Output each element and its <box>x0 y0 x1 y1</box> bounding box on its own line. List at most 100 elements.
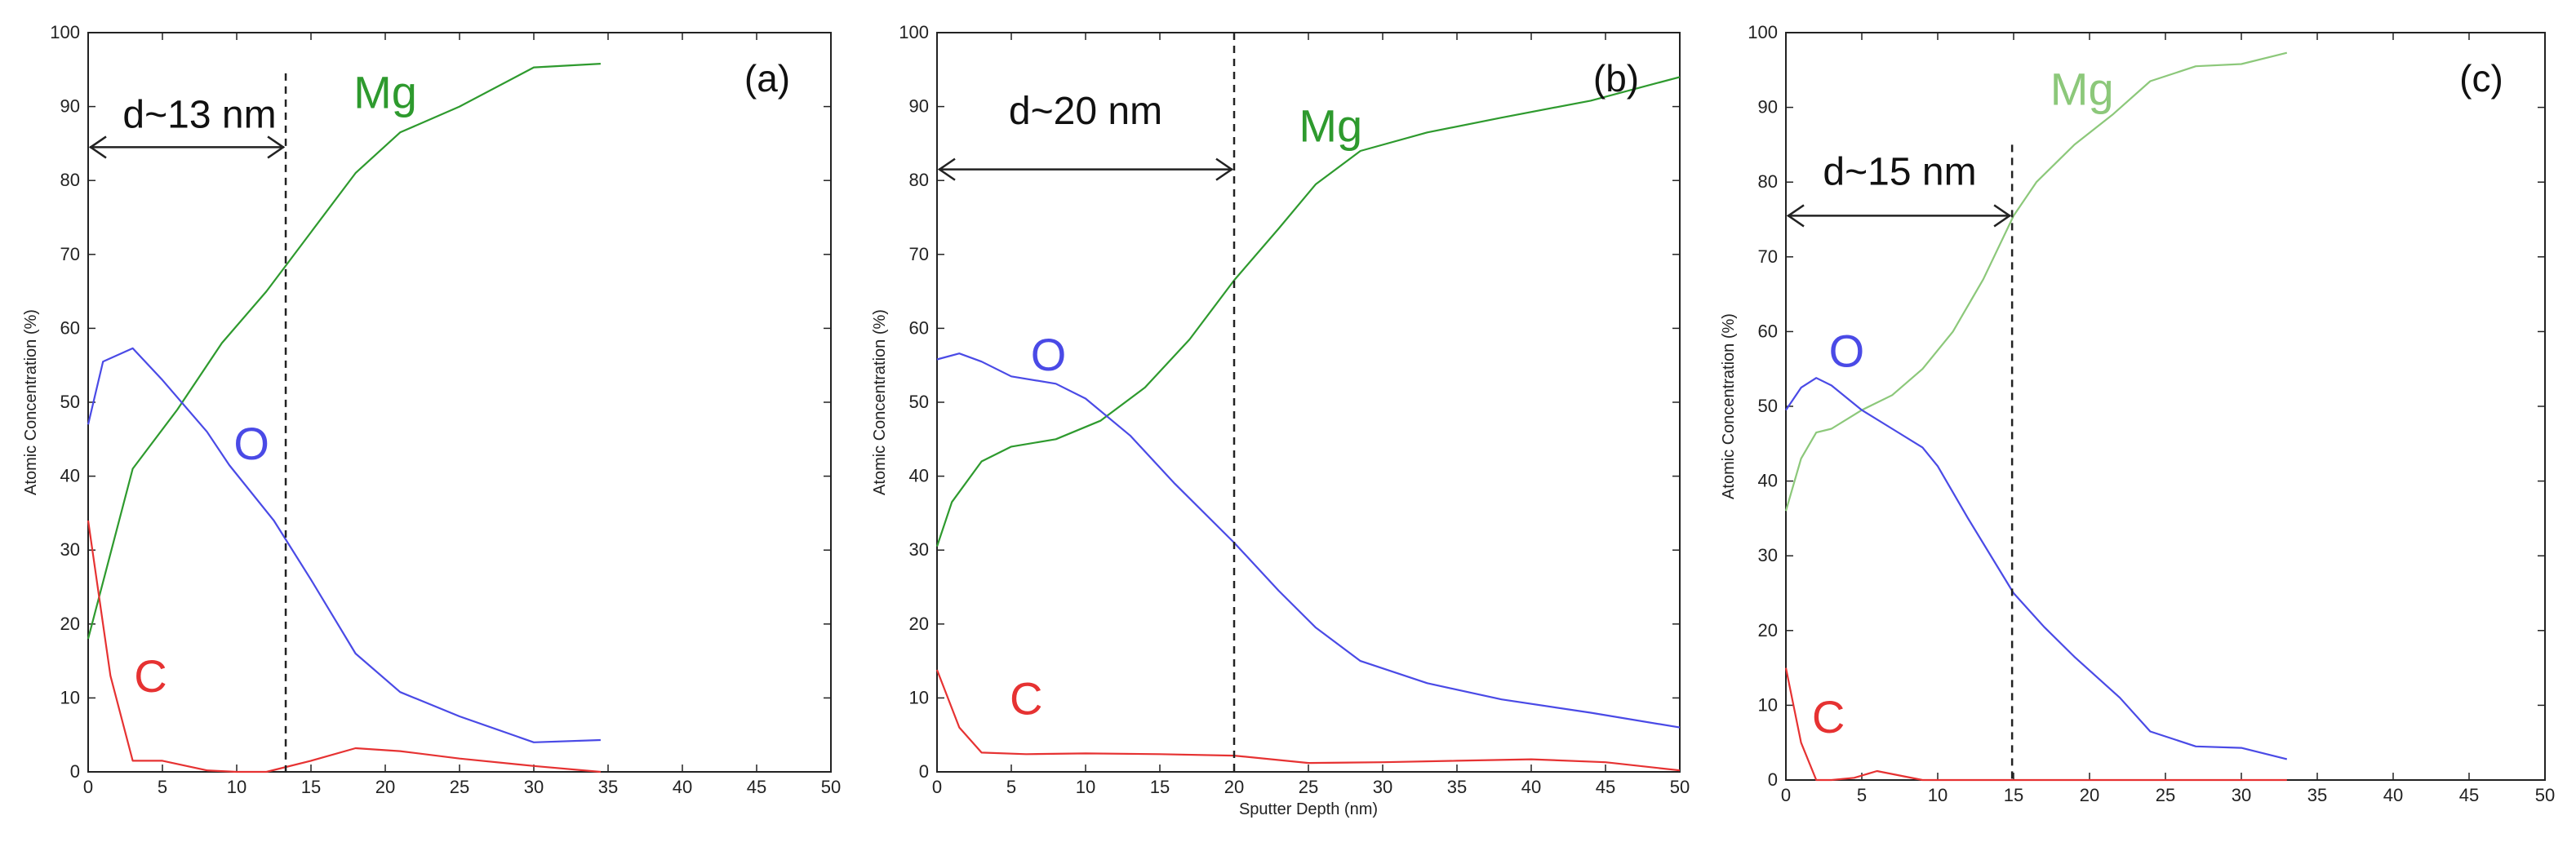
x-axis-label: Sputter Depth (nm) <box>1239 800 1378 818</box>
y-tick-label: 20 <box>60 614 80 634</box>
x-tick-label: 35 <box>2307 785 2327 805</box>
x-tick-label: 5 <box>1857 785 1867 805</box>
series-line-c <box>1784 667 2287 782</box>
y-tick-label: 30 <box>909 539 929 560</box>
x-tick-label: 50 <box>2535 785 2555 805</box>
plot-frame <box>936 32 1681 773</box>
y-tick-label: 100 <box>1748 22 1778 42</box>
y-tick-label: 10 <box>60 687 80 707</box>
y-tick-label: 10 <box>909 687 929 707</box>
x-tick-label: 0 <box>83 777 93 797</box>
series-label-mg: Mg <box>2050 64 2114 115</box>
x-tick-label: 0 <box>932 777 942 797</box>
series-label-c: C <box>1010 672 1042 724</box>
depth-label: d~13 nm <box>122 94 276 137</box>
y-tick-label: 70 <box>909 244 929 264</box>
x-tick-label: 25 <box>450 777 469 797</box>
y-axis-label: Atomic Concentration (%) <box>871 309 889 495</box>
x-tick-label: 10 <box>1076 777 1095 797</box>
x-tick-label: 45 <box>747 777 766 797</box>
y-tick-label: 50 <box>909 392 929 412</box>
depth-arrow-head-left <box>1786 204 1805 228</box>
series-line-o <box>936 352 1681 729</box>
series-line-mg <box>1784 51 2288 512</box>
panel-a: 0 5 10 15 20 25 30 35 40 45 50 0 10 20 30 40 50 60 70 80 90 1… <box>22 22 841 797</box>
x-tick-label: 40 <box>1521 777 1541 797</box>
y-tick-label: 50 <box>60 392 80 412</box>
x-tick-label: 10 <box>1928 785 1948 805</box>
x-tick-label: 30 <box>524 777 544 797</box>
x-tick-label: 20 <box>1224 777 1244 797</box>
y-tick-label: 60 <box>60 317 80 338</box>
plot-frame <box>1785 32 2546 781</box>
y-tick-label: 90 <box>60 96 80 117</box>
y-axis-label: Atomic Concentration (%) <box>22 309 40 495</box>
x-tick-label: 0 <box>1781 785 1791 805</box>
y-tick-label: 80 <box>1758 171 1778 192</box>
x-tick-label: 40 <box>2383 785 2403 805</box>
y-tick-label: 30 <box>1758 545 1778 565</box>
y-tick-label: 40 <box>1758 471 1778 491</box>
plot-frame <box>87 32 832 773</box>
y-tick-label: 40 <box>909 466 929 486</box>
x-tick-label: 45 <box>2459 785 2479 805</box>
series-label-o: O <box>1031 329 1067 380</box>
y-tick-label: 70 <box>1758 246 1778 267</box>
y-tick-label: 20 <box>1758 620 1778 640</box>
series-label-c: C <box>134 650 167 702</box>
depth-arrow-head-right <box>1215 157 1234 181</box>
x-tick-label: 5 <box>158 777 167 797</box>
y-tick-label: 90 <box>909 96 929 117</box>
y-tick-label: 20 <box>909 614 929 634</box>
y-tick-label: 80 <box>60 170 80 190</box>
y-tick-label: 0 <box>70 761 80 782</box>
series-line-o <box>87 347 601 743</box>
series-line-mg <box>87 63 601 640</box>
x-tick-label: 15 <box>1150 777 1170 797</box>
y-tick-label: 80 <box>909 170 929 190</box>
x-tick-label: 30 <box>1373 777 1392 797</box>
x-tick-label: 5 <box>1006 777 1016 797</box>
series-label-mg: Mg <box>353 66 417 117</box>
x-tick-label: 40 <box>673 777 692 797</box>
y-tick-label: 70 <box>60 244 80 264</box>
y-tick-label: 10 <box>1758 694 1778 715</box>
series-line-o <box>1785 377 2288 760</box>
depth-arrow-head-right <box>1993 204 2012 228</box>
panel-letter: (c) <box>2459 57 2503 100</box>
x-tick-label: 15 <box>301 777 321 797</box>
y-tick-label: 0 <box>919 761 929 782</box>
depth-arrow-head-left <box>937 157 956 181</box>
y-tick-label: 0 <box>1768 769 1778 790</box>
depth-arrow-head-right <box>267 135 286 159</box>
x-tick-label: 25 <box>2156 785 2175 805</box>
x-tick-label: 15 <box>2004 785 2023 805</box>
panel-letter: (b) <box>1593 57 1639 100</box>
series-label-o: O <box>233 418 269 469</box>
y-tick-label: 90 <box>1758 97 1778 117</box>
y-tick-label: 100 <box>50 22 80 42</box>
x-tick-label: 35 <box>1447 777 1467 797</box>
depth-label: d~20 nm <box>1009 90 1162 133</box>
depth-arrow-head-left <box>88 135 107 159</box>
panel-c: 0 5 10 15 20 25 30 35 40 45 50 0 10 20 30 40 50 60 70 80 90 1… <box>1720 22 2555 805</box>
y-tick-label: 60 <box>1758 321 1778 341</box>
y-tick-label: 100 <box>899 22 929 42</box>
panel-b: 0 5 10 15 20 25 30 35 40 45 50 0 10 20 30 40 50 60 70 80 90 1… <box>871 22 1690 818</box>
series-label-c: C <box>1812 691 1845 742</box>
series-line-c <box>87 520 601 773</box>
x-tick-label: 50 <box>821 777 841 797</box>
series-label-mg: Mg <box>1299 100 1362 151</box>
y-tick-label: 40 <box>60 466 80 486</box>
x-tick-label: 50 <box>1670 777 1690 797</box>
panel-letter: (a) <box>744 57 790 100</box>
depth-label: d~15 nm <box>1823 150 1976 193</box>
y-tick-label: 60 <box>909 317 929 338</box>
x-tick-label: 30 <box>2232 785 2251 805</box>
x-tick-label: 20 <box>2080 785 2099 805</box>
x-tick-label: 45 <box>1596 777 1615 797</box>
y-tick-label: 50 <box>1758 396 1778 416</box>
y-tick-label: 30 <box>60 539 80 560</box>
x-tick-label: 20 <box>375 777 395 797</box>
